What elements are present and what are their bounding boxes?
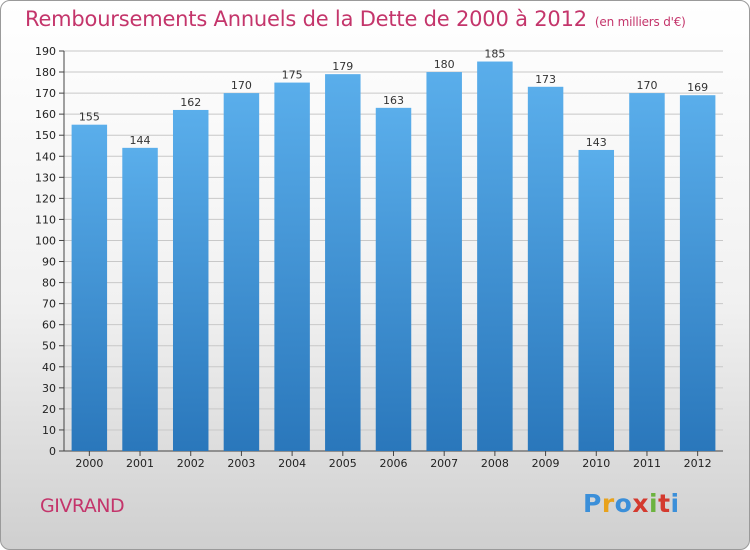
y-tick-label: 130 — [35, 171, 56, 184]
x-tick-label: 2001 — [126, 457, 154, 470]
bar — [426, 72, 462, 451]
y-tick-label: 100 — [35, 234, 56, 247]
logo-letter: i — [649, 489, 659, 518]
bar — [122, 147, 158, 451]
bar — [629, 93, 665, 452]
y-tick-label: 20 — [42, 403, 56, 416]
x-tick-label: 2010 — [582, 457, 610, 470]
data-label: 144 — [130, 134, 151, 147]
commune-name: GIVRAND — [40, 495, 125, 517]
y-tick-label: 160 — [35, 108, 56, 121]
x-tick-label: 2006 — [380, 457, 408, 470]
data-label: 180 — [434, 58, 455, 71]
bar — [578, 149, 615, 451]
y-tick-label: 50 — [42, 340, 56, 353]
y-tick-label: 190 — [35, 45, 56, 58]
logo-letter: P — [583, 489, 602, 518]
x-tick-label: 2000 — [75, 457, 103, 470]
bar — [679, 95, 716, 452]
y-tick-label: 180 — [35, 66, 56, 79]
data-label: 170 — [636, 79, 657, 92]
bar — [325, 74, 361, 451]
data-label: 162 — [180, 96, 201, 109]
logo-letter: i — [670, 489, 680, 518]
bar — [172, 109, 209, 452]
x-tick-label: 2003 — [227, 457, 255, 470]
x-tick-label: 2005 — [329, 457, 357, 470]
y-tick-label: 70 — [42, 298, 56, 311]
y-tick-label: 10 — [42, 424, 56, 437]
bar — [274, 82, 310, 451]
x-tick-label: 2007 — [430, 457, 458, 470]
y-tick-label: 170 — [35, 87, 56, 100]
data-label: 169 — [687, 81, 708, 94]
x-tick-label: 2012 — [684, 457, 712, 470]
chart-subtitle: (en milliers d'€) — [594, 15, 686, 29]
data-label: 155 — [79, 111, 100, 124]
x-tick-label: 2008 — [481, 457, 509, 470]
data-label: 185 — [484, 48, 505, 61]
logo-letter: x — [632, 489, 649, 518]
y-tick-label: 120 — [35, 192, 56, 205]
y-tick-label: 110 — [35, 213, 56, 226]
data-label: 170 — [231, 79, 252, 92]
x-tick-label: 2004 — [278, 457, 306, 470]
chart-title: Remboursements Annuels de la Dette de 20… — [25, 7, 686, 31]
y-tick-label: 140 — [35, 150, 56, 163]
data-label: 163 — [383, 94, 404, 107]
bar — [375, 107, 412, 451]
y-tick-label: 80 — [42, 277, 56, 290]
bars — [71, 61, 716, 452]
bar — [527, 86, 564, 451]
logo-letter: r — [601, 489, 615, 518]
bar — [71, 124, 108, 452]
y-tick-label: 60 — [42, 319, 56, 332]
title-text: Remboursements Annuels de la Dette de 20… — [25, 7, 587, 31]
y-tick-label: 0 — [49, 445, 56, 458]
x-tick-label: 2011 — [633, 457, 661, 470]
labels: 0 10 20 30 40 50 60 70 80 90 100 110 120 130 140 150 160… — [35, 45, 712, 470]
data-label: 173 — [535, 73, 556, 86]
data-label: 143 — [586, 136, 607, 149]
bar — [223, 93, 260, 452]
logo-letter: o — [614, 489, 633, 518]
x-tick-label: 2009 — [532, 457, 560, 470]
proxiti-logo: Proxiti — [583, 489, 680, 518]
data-label: 179 — [332, 60, 353, 73]
y-tick-label: 40 — [42, 361, 56, 374]
data-label: 175 — [282, 69, 303, 82]
x-tick-label: 2002 — [177, 457, 205, 470]
y-tick-label: 90 — [42, 256, 56, 269]
bar — [477, 61, 513, 452]
y-tick-label: 150 — [35, 129, 56, 142]
y-tick-label: 30 — [42, 382, 56, 395]
logo-letter: t — [658, 489, 671, 518]
